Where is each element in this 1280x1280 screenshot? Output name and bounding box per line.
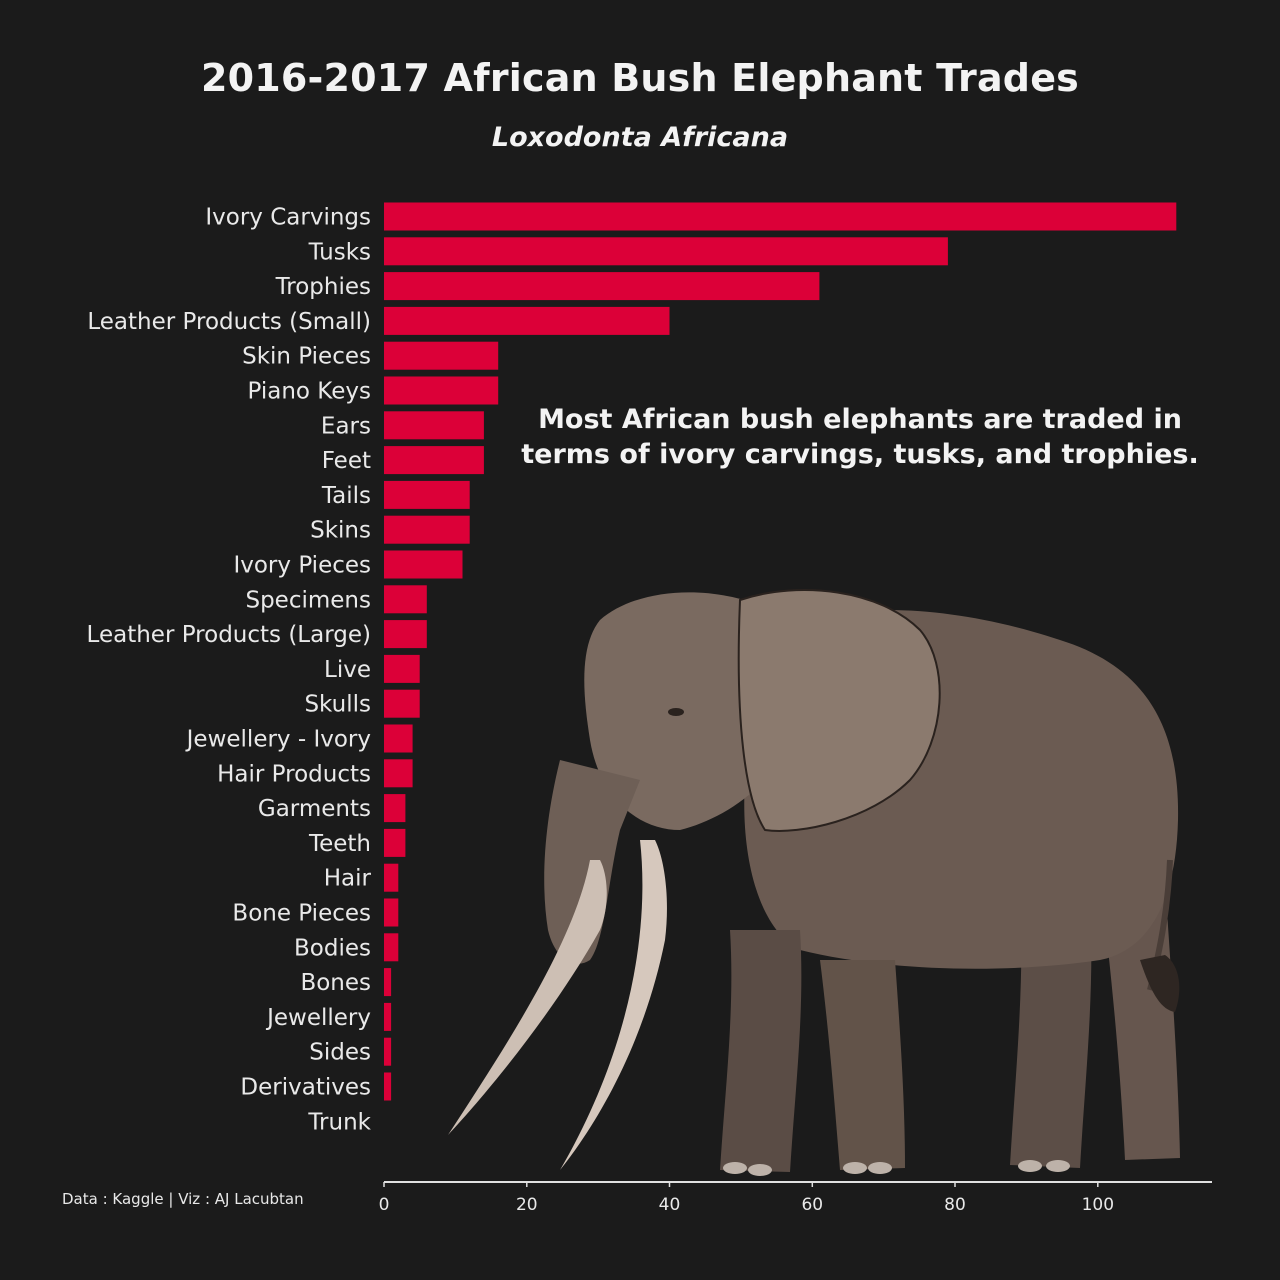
category-label-piano-keys: Piano Keys [248, 379, 372, 405]
x-tick-label-40: 40 [659, 1195, 681, 1215]
category-label-tusks: Tusks [308, 239, 371, 265]
category-label-feet: Feet [322, 448, 371, 474]
bar-skulls [384, 689, 420, 718]
bar-tusks [384, 237, 948, 266]
category-label-bones: Bones [300, 970, 371, 996]
bar-piano-keys [384, 376, 499, 405]
elephant-illustration [448, 589, 1180, 1176]
bar-leather-products-large [384, 620, 427, 649]
category-label-jewellery-ivory: Jewellery - Ivory [185, 727, 371, 753]
chart-subtitle: Loxodonta Africana [491, 122, 789, 153]
bar-bone-pieces [384, 898, 399, 927]
category-label-skin-pieces: Skin Pieces [242, 344, 371, 370]
bar-jewellery-ivory [384, 724, 413, 753]
x-tick-label-0: 0 [379, 1195, 390, 1215]
bar-ivory-pieces [384, 550, 463, 579]
category-label-tails: Tails [321, 483, 371, 509]
category-label-leather-products-large: Leather Products (Large) [87, 622, 371, 648]
category-label-bodies: Bodies [294, 935, 371, 961]
annotation-text: Most African bush elephants are traded i… [521, 404, 1199, 470]
bar-ivory-carvings [384, 202, 1177, 231]
bar-garments [384, 794, 406, 823]
x-tick-label-60: 60 [801, 1195, 823, 1215]
bar-skins [384, 515, 470, 544]
bar-leather-products-small [384, 306, 670, 335]
bars-layer [384, 202, 1177, 1101]
category-label-derivatives: Derivatives [240, 1075, 371, 1101]
category-label-skins: Skins [310, 518, 371, 544]
bar-bodies [384, 933, 399, 962]
x-tick-label-100: 100 [1082, 1195, 1114, 1215]
category-labels: Ivory Carvings Tusks Trophies Leather Produ… [87, 205, 372, 1136]
bar-jewellery [384, 1002, 392, 1031]
category-label-leather-products-small: Leather Products (Small) [87, 309, 371, 335]
bar-live [384, 654, 420, 683]
category-label-trunk: Trunk [307, 1109, 371, 1135]
bar-teeth [384, 828, 406, 857]
x-axis-ticks: 0 20 40 60 80 100 [379, 1182, 1114, 1215]
chart-title: 2016-2017 African Bush Elephant Trades [200, 56, 1080, 100]
bar-trophies [384, 272, 820, 301]
bar-sides [384, 1037, 392, 1066]
category-label-ivory-carvings: Ivory Carvings [205, 205, 371, 231]
category-label-live: Live [324, 657, 371, 683]
source-caption: Data : Kaggle | Viz : AJ Lacubtan [62, 1190, 304, 1208]
category-label-ears: Ears [321, 413, 371, 439]
category-label-hair-products: Hair Products [217, 761, 371, 787]
category-label-jewellery: Jewellery [265, 1005, 371, 1031]
bar-ears [384, 411, 484, 440]
category-label-garments: Garments [258, 796, 371, 822]
bar-hair [384, 863, 399, 892]
bar-hair-products [384, 759, 413, 788]
x-tick-label-80: 80 [944, 1195, 966, 1215]
category-label-sides: Sides [309, 1040, 371, 1066]
category-label-specimens: Specimens [245, 587, 371, 613]
category-label-bone-pieces: Bone Pieces [232, 901, 371, 927]
bar-tails [384, 480, 470, 509]
category-label-hair: Hair [324, 866, 372, 892]
category-label-skulls: Skulls [304, 692, 371, 718]
bar-derivatives [384, 1072, 392, 1101]
bar-skin-pieces [384, 341, 499, 370]
bar-bones [384, 968, 392, 997]
category-label-ivory-pieces: Ivory Pieces [233, 553, 371, 579]
bar-specimens [384, 585, 427, 614]
x-tick-label-20: 20 [516, 1195, 538, 1215]
category-label-trophies: Trophies [275, 274, 371, 300]
category-label-teeth: Teeth [308, 831, 371, 857]
bar-feet [384, 446, 484, 475]
